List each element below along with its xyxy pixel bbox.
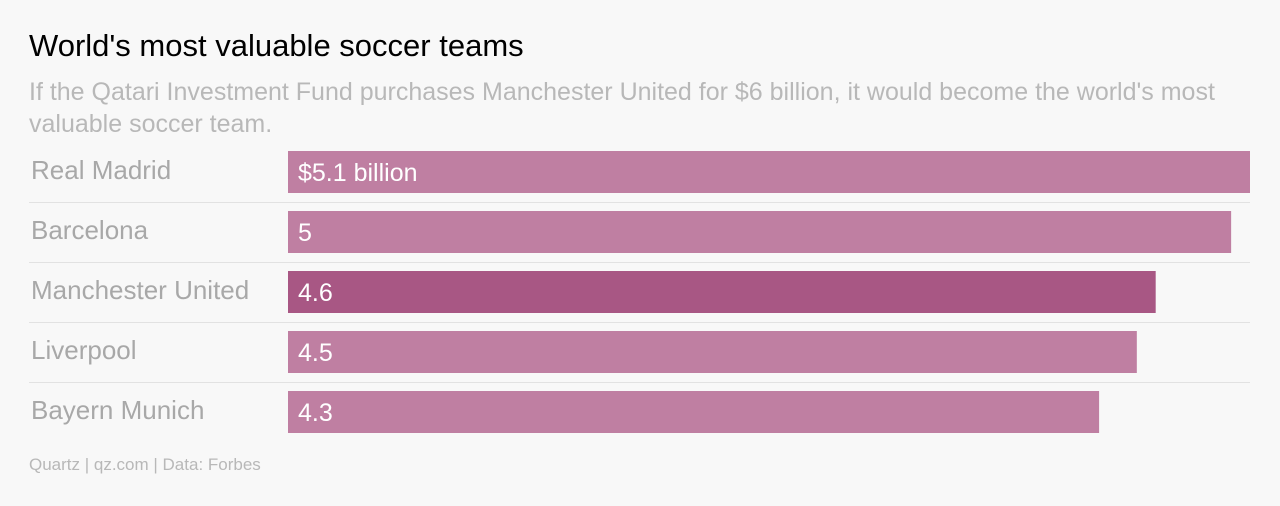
- category-label: Barcelona: [31, 215, 149, 245]
- bar-value-label: $5.1 billion: [298, 159, 418, 187]
- category-label: Manchester United: [31, 275, 249, 305]
- chart-subtitle: If the Qatari Investment Fund purchases …: [29, 78, 1215, 138]
- bar: [288, 151, 1250, 193]
- bar-value-label: 5: [298, 219, 312, 247]
- chart-title: World's most valuable soccer teams: [29, 28, 524, 63]
- category-label: Liverpool: [31, 335, 137, 365]
- bar-value-label: 4.3: [298, 399, 333, 427]
- source-credit: Quartz | qz.com | Data: Forbes: [29, 455, 261, 474]
- category-label: Bayern Munich: [31, 395, 204, 425]
- bar-value-label: 4.6: [298, 279, 333, 307]
- bar: [288, 271, 1156, 313]
- bar: [288, 211, 1232, 253]
- bar: [288, 331, 1137, 373]
- bar: [288, 391, 1100, 433]
- bar-value-label: 4.5: [298, 339, 333, 367]
- category-label: Real Madrid: [31, 155, 171, 185]
